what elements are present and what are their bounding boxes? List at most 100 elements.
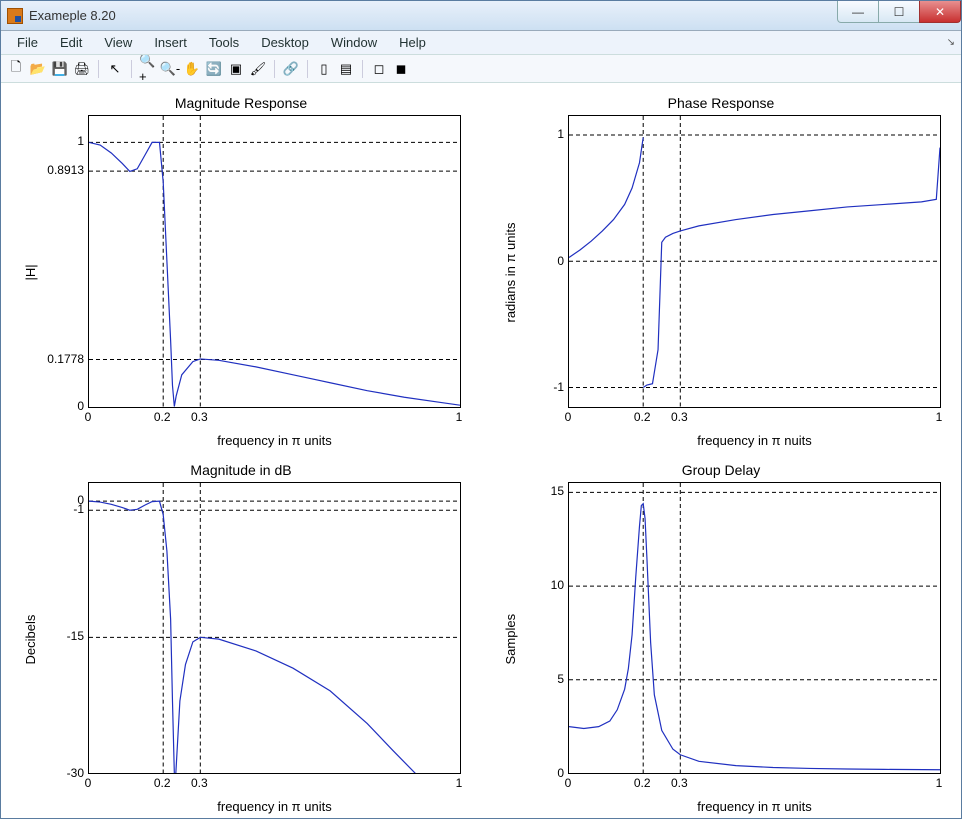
subplot-title: Magnitude in dB <box>21 462 461 478</box>
data-curve <box>643 148 940 388</box>
xticks: 0 0.2 0.3 1 <box>568 774 941 796</box>
xtick-label: 0.3 <box>191 776 208 790</box>
axes-container: 00.20.31frequency in π units <box>88 115 461 430</box>
xticks: 0 0.2 0.3 1 <box>88 408 461 430</box>
brush-icon[interactable]: 🖌 <box>249 60 267 78</box>
print-icon[interactable]: 🖨 <box>73 60 91 78</box>
pointer-icon[interactable]: ↖ <box>106 60 124 78</box>
ytick-label: 0 <box>557 254 564 268</box>
toolbar-separator <box>307 60 308 78</box>
figure-window: Exameple 8.20 — ☐ ✕ FileEditViewInsertTo… <box>0 0 962 819</box>
toolbar-separator <box>362 60 363 78</box>
ytick-label: -1 <box>553 380 564 394</box>
minimize-button[interactable]: — <box>837 1 879 23</box>
save-icon[interactable]: 💾 <box>51 60 69 78</box>
xtick-label: 0.2 <box>154 776 171 790</box>
ytick-label: 15 <box>551 484 564 498</box>
menu-chevron-icon[interactable]: ↘ <box>947 37 955 48</box>
ytick-label: 0 <box>77 399 84 413</box>
pan-icon[interactable]: ✋ <box>183 60 201 78</box>
data-curve <box>89 142 460 406</box>
yticks: 00.17780.89131 <box>40 115 88 406</box>
colorbar-icon[interactable]: ▯ <box>315 60 333 78</box>
ytick-label: -15 <box>67 629 84 643</box>
axes-container: 00.20.31frequency in π units <box>88 482 461 797</box>
xlabel: frequency in π units <box>88 433 461 448</box>
new-icon[interactable]: 🗋 <box>7 60 25 78</box>
link-icon[interactable]: 🔗 <box>282 60 300 78</box>
menu-help[interactable]: Help <box>389 32 436 53</box>
zoom-in-icon[interactable]: 🔍+ <box>139 60 157 78</box>
subplot-title: Group Delay <box>501 462 941 478</box>
ylabel: Decibels <box>21 482 40 797</box>
app-icon <box>7 8 23 24</box>
chart-svg <box>569 483 940 774</box>
ytick-label: 10 <box>551 578 564 592</box>
menu-file[interactable]: File <box>7 32 48 53</box>
datacursor-icon[interactable]: ▣ <box>227 60 245 78</box>
data-curve <box>569 137 643 257</box>
ytick-label: 5 <box>557 672 564 686</box>
axes-container: 00.20.31frequency in π units <box>568 482 941 797</box>
toolbar-separator <box>98 60 99 78</box>
xtick-label: 1 <box>456 776 463 790</box>
yticks: -30-15-10 <box>40 482 88 773</box>
chart-svg <box>569 116 940 407</box>
axes[interactable] <box>568 115 941 408</box>
chart-svg <box>89 116 460 407</box>
xtick-label: 0.2 <box>634 410 651 424</box>
xtick-label: 0.2 <box>634 776 651 790</box>
axes[interactable] <box>568 482 941 775</box>
maximize-button[interactable]: ☐ <box>878 1 920 23</box>
subplot-phase: Phase Response radians in π units -1 0 1 0 0.2… <box>501 95 941 432</box>
ytick-label: 0.1778 <box>47 352 84 366</box>
xlabel: frequency in π units <box>88 799 461 814</box>
menu-window[interactable]: Window <box>321 32 387 53</box>
xtick-label: 0.3 <box>671 776 688 790</box>
subplot-title: Magnitude Response <box>21 95 461 111</box>
ylabel: Samples <box>501 482 520 797</box>
toolbar-separator <box>131 60 132 78</box>
ytick-label: 1 <box>77 134 84 148</box>
legend-icon[interactable]: ▤ <box>337 60 355 78</box>
subplot-magdb: Magnitude in dBDecibels-30-15-1000.20.31… <box>21 462 461 799</box>
xtick-label: 1 <box>936 410 943 424</box>
show-icon[interactable]: ◼ <box>392 60 410 78</box>
menu-desktop[interactable]: Desktop <box>251 32 319 53</box>
menu-insert[interactable]: Insert <box>144 32 197 53</box>
xtick-label: 0 <box>565 776 572 790</box>
ytick-label: 0.8913 <box>47 163 84 177</box>
ylabel: radians in π units <box>501 115 520 430</box>
titlebar[interactable]: Exameple 8.20 — ☐ ✕ <box>1 1 961 31</box>
subplot-gd: Group DelaySamples05101500.20.31frequenc… <box>501 462 941 799</box>
rotate-icon[interactable]: 🔄 <box>205 60 223 78</box>
xticks: 00.20.31 <box>88 774 461 796</box>
xtick-label: 0.3 <box>671 410 688 424</box>
xtick-label: 1 <box>456 410 463 424</box>
ytick-label: -30 <box>67 766 84 780</box>
xlabel: frequency in π nuits <box>568 433 941 448</box>
xtick-label: 1 <box>936 776 943 790</box>
menu-tools[interactable]: Tools <box>199 32 249 53</box>
ytick-label: 0 <box>77 493 84 507</box>
xtick-label: 0.3 <box>191 410 208 424</box>
subplot-title: Phase Response <box>501 95 941 111</box>
axes[interactable] <box>88 482 461 775</box>
xtick-label: 0 <box>85 410 92 424</box>
xtick-label: 0.2 <box>154 410 171 424</box>
menu-edit[interactable]: Edit <box>50 32 92 53</box>
ytick-label: 0 <box>557 766 564 780</box>
figure-area: Magnitude Response|H|00.17780.8913100.20… <box>1 83 961 818</box>
ytick-label: 1 <box>557 127 564 141</box>
zoom-out-icon[interactable]: 🔍- <box>161 60 179 78</box>
menu-view[interactable]: View <box>94 32 142 53</box>
menubar: FileEditViewInsertToolsDesktopWindowHelp… <box>1 31 961 55</box>
axes[interactable] <box>88 115 461 408</box>
toolbar: 🗋📂💾🖨 ↖ 🔍+🔍-✋🔄▣🖌 🔗 ▯▤ ◻◼ <box>1 55 961 83</box>
data-curve <box>569 503 940 769</box>
hide-icon[interactable]: ◻ <box>370 60 388 78</box>
xtick-label: 0 <box>565 410 572 424</box>
axes-container: 00.20.31frequency in π nuits <box>568 115 941 430</box>
open-icon[interactable]: 📂 <box>29 60 47 78</box>
close-button[interactable]: ✕ <box>919 1 961 23</box>
